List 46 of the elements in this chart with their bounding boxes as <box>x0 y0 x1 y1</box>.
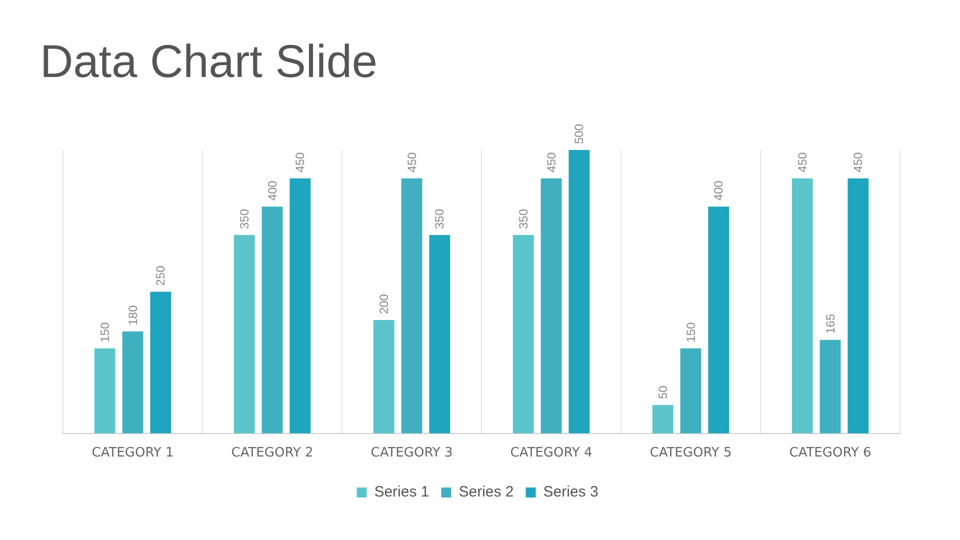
bar <box>820 340 841 434</box>
bar <box>429 235 450 434</box>
bar <box>94 348 116 434</box>
data-label: 450 <box>293 152 308 172</box>
data-label: 400 <box>712 180 726 201</box>
bar <box>234 235 255 434</box>
data-label: 165 <box>823 314 838 334</box>
x-tick-label: CATEGORY 4 <box>510 446 592 461</box>
x-tick-label: CATEGORY 5 <box>650 446 732 461</box>
bar <box>122 331 144 434</box>
bar <box>848 178 869 434</box>
bar <box>652 405 674 434</box>
bar <box>401 178 422 434</box>
chart-title: Data Chart Slide <box>40 34 378 88</box>
data-label: 500 <box>572 124 586 144</box>
bar <box>568 150 590 434</box>
data-label: 350 <box>237 208 252 230</box>
bar <box>708 206 730 434</box>
legend-label: Series 2 <box>458 484 514 501</box>
legend-label: Series 3 <box>543 484 598 501</box>
data-label: 450 <box>404 152 419 172</box>
data-label: 400 <box>265 180 280 201</box>
data-label: 200 <box>376 294 391 314</box>
x-tick-label: CATEGORY 1 <box>92 446 174 461</box>
data-label: 150 <box>98 322 112 342</box>
bar <box>290 178 311 434</box>
x-tick-label: CATEGORY 3 <box>370 446 453 461</box>
data-label: 450 <box>544 152 558 172</box>
data-label: 50 <box>656 385 670 400</box>
bar <box>680 348 702 434</box>
data-label: 150 <box>684 322 698 342</box>
bar <box>540 178 562 434</box>
data-label: 180 <box>126 305 140 326</box>
data-label: 250 <box>154 265 168 286</box>
data-label: 350 <box>516 208 530 230</box>
bar <box>373 320 394 434</box>
data-label: 350 <box>432 208 447 230</box>
legend-label: Series 1 <box>374 484 430 501</box>
data-label: 450 <box>851 152 866 172</box>
bar <box>512 235 534 434</box>
data-label: 450 <box>795 152 810 172</box>
x-tick-label: CATEGORY 6 <box>789 446 872 461</box>
bar <box>792 178 813 434</box>
bar <box>150 292 172 434</box>
bar <box>262 206 283 434</box>
x-tick-label: CATEGORY 2 <box>231 446 314 461</box>
